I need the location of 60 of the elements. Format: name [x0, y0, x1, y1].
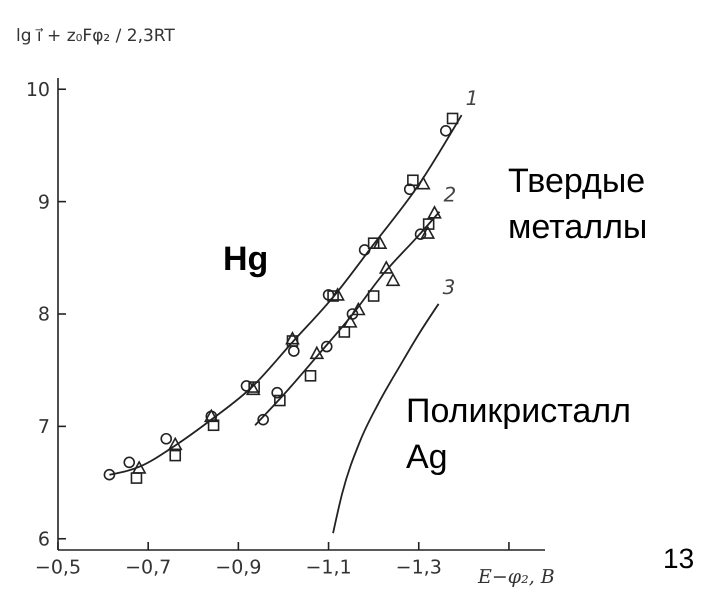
y-tick-label: 9 — [38, 191, 50, 214]
point — [352, 302, 366, 316]
point — [274, 394, 286, 406]
point — [414, 228, 426, 240]
point — [420, 226, 435, 239]
point — [320, 340, 333, 352]
text: 13 — [663, 543, 696, 575]
point — [271, 386, 283, 398]
y-tick-label: 10 — [26, 78, 50, 101]
annotation: Hg — [223, 240, 270, 279]
point — [208, 419, 220, 432]
point — [160, 432, 172, 445]
point — [446, 112, 458, 124]
y-axis-title: lg i⃗ + z₀Fφ₂ / 2,3RT — [16, 26, 175, 46]
point — [404, 183, 416, 196]
series-label: 3 — [442, 274, 456, 299]
point — [428, 206, 442, 219]
point — [338, 326, 350, 338]
point — [286, 332, 300, 345]
point — [322, 289, 334, 301]
series-label: 2 — [443, 182, 456, 207]
point — [327, 290, 339, 302]
point — [123, 456, 136, 468]
point — [168, 438, 182, 450]
point — [257, 414, 269, 426]
point — [379, 261, 394, 274]
y-tick-label: 7 — [38, 416, 50, 438]
x-tick-label: −1,3 — [396, 556, 442, 578]
point — [330, 288, 344, 301]
point — [358, 244, 370, 256]
point — [169, 450, 182, 462]
x-axis-title: E−φ₂, В — [478, 566, 555, 588]
point — [286, 335, 298, 347]
x-tick-label: −1,1 — [305, 556, 352, 578]
point — [310, 346, 324, 360]
point — [386, 273, 400, 286]
point — [130, 472, 142, 484]
point — [368, 237, 380, 249]
point — [422, 218, 434, 230]
point — [132, 461, 146, 474]
point — [416, 176, 430, 190]
point — [246, 382, 260, 396]
x-tick-label: −0,7 — [125, 556, 172, 578]
point — [104, 468, 116, 481]
y-tick-label: 8 — [38, 304, 50, 326]
point — [407, 174, 419, 186]
point — [304, 370, 316, 382]
point — [240, 380, 252, 392]
y-tick-label: 6 — [38, 528, 50, 551]
x-tick-label: −0,9 — [215, 556, 262, 578]
point — [288, 345, 300, 357]
x-tick-label: −0,5 — [34, 556, 82, 578]
point — [343, 315, 357, 328]
annotation: Твердые металлы — [508, 161, 648, 248]
series-label: 1 — [466, 86, 478, 110]
point — [440, 125, 452, 137]
annotation: Поликристалл Ag — [406, 391, 631, 478]
point — [346, 308, 358, 320]
point — [368, 290, 380, 302]
point — [373, 236, 387, 249]
